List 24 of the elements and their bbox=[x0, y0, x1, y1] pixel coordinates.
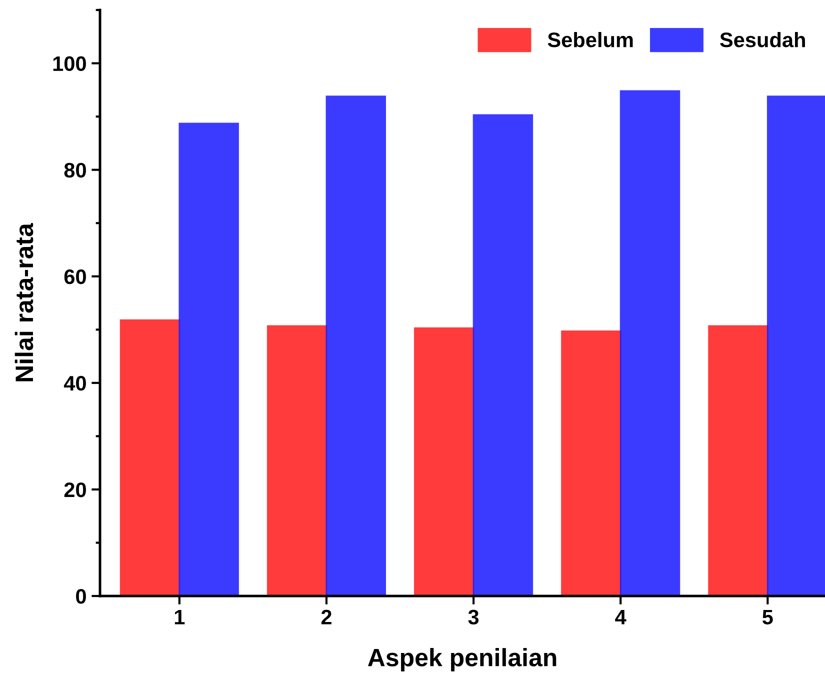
legend-label: Sebelum bbox=[548, 32, 633, 48]
bar bbox=[266, 325, 328, 596]
x-tick-label: 2 bbox=[321, 610, 332, 624]
y-tick-label: 60 bbox=[64, 269, 86, 284]
y-tick-label: 80 bbox=[64, 162, 86, 178]
bar bbox=[120, 319, 180, 596]
bar bbox=[326, 96, 386, 596]
legend-label: Sesudah bbox=[720, 32, 805, 48]
x-tick-label: 3 bbox=[468, 610, 479, 625]
y-axis-title: Nilai rata-rata bbox=[14, 222, 34, 382]
y-tick-label: 100 bbox=[53, 56, 86, 72]
bar bbox=[472, 114, 534, 596]
bar bbox=[620, 90, 680, 596]
x-tick-label: 1 bbox=[174, 610, 185, 624]
bar bbox=[708, 325, 768, 596]
x-tick-label: 5 bbox=[762, 610, 773, 624]
y-tick-label: 0 bbox=[76, 589, 86, 604]
bar bbox=[414, 327, 474, 596]
x-axis-title: Aspek penilaian bbox=[368, 648, 556, 672]
bar bbox=[178, 122, 239, 596]
x-tick-label: 4 bbox=[615, 610, 626, 624]
y-tick-label: 40 bbox=[64, 376, 86, 391]
y-tick-label: 20 bbox=[64, 482, 86, 498]
bar bbox=[561, 330, 622, 596]
